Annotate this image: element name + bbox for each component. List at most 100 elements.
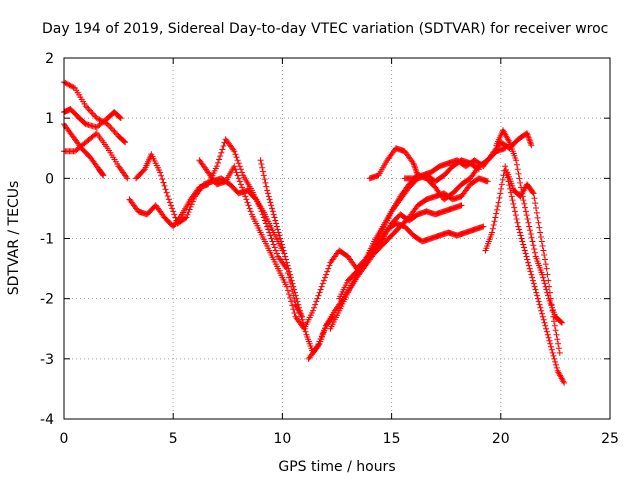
data-point — [490, 221, 497, 228]
data-point — [162, 186, 169, 193]
data-point — [545, 277, 552, 284]
data-point — [240, 187, 247, 194]
data-point — [110, 127, 117, 134]
data-point — [536, 224, 543, 231]
data-point — [284, 262, 291, 269]
data-point — [309, 307, 316, 314]
data-point — [188, 201, 195, 208]
data-point — [507, 185, 514, 192]
data-point — [496, 194, 503, 201]
data-point — [547, 340, 554, 347]
data-point — [524, 256, 531, 263]
data-point — [535, 219, 542, 226]
data-point — [538, 307, 545, 314]
data-point — [513, 161, 520, 168]
data-point — [265, 193, 272, 200]
data-point — [552, 358, 559, 365]
y-tick-label: -1 — [40, 232, 54, 248]
data-point — [107, 124, 114, 131]
data-point — [182, 215, 189, 222]
data-point — [361, 260, 368, 267]
data-point — [266, 196, 273, 203]
data-point — [522, 250, 529, 257]
data-point — [489, 225, 496, 232]
data-point — [554, 336, 561, 343]
data-point — [522, 204, 529, 211]
data-point — [320, 277, 327, 284]
data-point — [313, 298, 320, 305]
data-point — [99, 171, 106, 178]
data-point — [277, 235, 284, 242]
data-point — [516, 229, 523, 236]
data-point — [300, 319, 307, 326]
data-point — [261, 176, 268, 183]
data-point — [270, 211, 277, 218]
data-point — [530, 190, 537, 197]
data-point — [550, 352, 557, 359]
data-point — [515, 223, 522, 230]
data-point — [219, 146, 226, 153]
data-point — [549, 349, 556, 356]
data-point — [217, 153, 224, 160]
data-point — [510, 200, 517, 207]
data-point — [539, 271, 546, 278]
data-point — [260, 172, 267, 179]
data-point — [528, 142, 535, 149]
chart-title: Day 194 of 2019, Sidereal Day-to-day VTE… — [42, 21, 608, 37]
data-point — [293, 295, 300, 302]
data-point — [100, 172, 107, 179]
data-point — [272, 217, 279, 224]
data-point — [301, 325, 308, 332]
data-point — [231, 148, 238, 155]
data-point — [278, 241, 285, 248]
data-point — [526, 223, 533, 230]
data-point — [314, 343, 321, 350]
data-point — [260, 168, 267, 175]
data-point — [531, 249, 538, 256]
data-point — [234, 172, 241, 179]
data-point — [165, 196, 172, 203]
data-point — [257, 157, 264, 164]
data-point — [311, 304, 318, 311]
data-point — [140, 167, 147, 174]
data-point — [170, 208, 177, 215]
data-point — [232, 166, 239, 173]
data-point — [269, 208, 276, 215]
data-point — [548, 301, 555, 308]
data-point — [325, 265, 332, 272]
data-point — [491, 218, 498, 225]
data-point — [233, 154, 240, 161]
data-point — [525, 259, 532, 266]
data-point — [474, 165, 481, 172]
data-point — [513, 157, 520, 164]
data-point — [168, 202, 175, 209]
data-point — [524, 215, 531, 222]
data-point — [492, 214, 499, 221]
data-point — [264, 187, 271, 194]
data-point — [160, 179, 167, 186]
data-point — [531, 246, 538, 253]
data-point — [161, 182, 168, 189]
data-point — [84, 104, 91, 111]
data-point — [561, 379, 568, 386]
data-point — [237, 166, 244, 173]
data-point — [317, 286, 324, 293]
data-point — [514, 166, 521, 173]
data-point — [543, 328, 550, 335]
data-point — [295, 301, 302, 308]
data-point — [558, 319, 565, 326]
data-point — [558, 318, 565, 325]
data-point — [236, 163, 243, 170]
data-point — [291, 289, 298, 296]
data-point — [235, 175, 242, 182]
data-point — [259, 164, 266, 171]
data-point — [537, 233, 544, 240]
data-point — [521, 200, 528, 207]
data-point — [269, 205, 276, 212]
data-point — [189, 198, 196, 205]
data-point — [499, 176, 506, 183]
data-point — [548, 346, 555, 353]
data-point — [321, 274, 328, 281]
data-point — [292, 292, 299, 299]
